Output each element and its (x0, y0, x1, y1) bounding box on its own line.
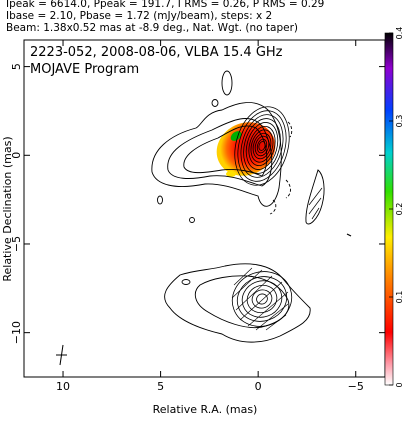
y-tick-label: −10 (10, 321, 23, 344)
x-tick-label: 0 (255, 380, 262, 393)
negative-contour-2 (285, 179, 291, 199)
polarization-edge-2 (226, 171, 236, 177)
x-axis: 10 5 0 −5 (56, 40, 364, 393)
y-tick-label: −5 (10, 236, 23, 252)
header-line-3: Beam: 1.38x0.52 mas at -8.9 deg., Nat. W… (6, 22, 299, 34)
south-hatch (231, 267, 289, 331)
colorbar-ticks: 0 0.1 0.2 0.3 0.4 (389, 27, 404, 388)
y-tick-label: 5 (10, 63, 23, 70)
beam-marker (56, 344, 67, 366)
negative-contour-1 (287, 121, 293, 138)
south-lobe-contours (231, 271, 293, 327)
x-tick-label: −5 (348, 380, 364, 393)
colorbar-tick-label: 0.3 (395, 115, 404, 128)
negative-contour-3 (269, 199, 277, 215)
header-line-1: Ipeak = 6614.0, Ppeak = 191.7, I RMS = 0… (6, 0, 325, 10)
colorbar-tick-label: 0.4 (395, 27, 404, 40)
plot-frame (23, 39, 386, 378)
contour-island-1 (221, 70, 233, 96)
contour-filament (305, 169, 325, 225)
x-axis-label: Relative R.A. (mas) (153, 403, 258, 416)
contour-island-3 (157, 195, 163, 205)
colorbar-tick-label: 0 (395, 382, 404, 387)
plot-title: 2223-052, 2008-08-06, VLBA 15.4 GHz (30, 45, 283, 60)
y-axis: −10 −5 0 5 (10, 63, 385, 344)
x-tick-label: 5 (157, 380, 164, 393)
colorbar-tick-label: 0.1 (395, 291, 404, 304)
south-outer-contour (164, 263, 311, 343)
jet-outer-contour (151, 102, 282, 207)
core-contours (234, 106, 290, 186)
colorbar-tick-label: 0.2 (395, 203, 404, 216)
plot-subtitle: MOJAVE Program (30, 62, 139, 77)
jet-contour-2 (167, 118, 273, 187)
contour-map (56, 70, 352, 366)
contour-island-2 (211, 99, 219, 107)
y-axis-label: Relative Declination (mas) (1, 136, 14, 281)
contour-filament-hatch (308, 187, 323, 220)
tiny-mark (346, 233, 352, 237)
contour-island-4 (189, 217, 195, 223)
header-line-2: Ibase = 2.10, Pbase = 1.72 (mJy/beam), s… (6, 10, 273, 22)
y-tick-label: 0 (10, 152, 23, 159)
x-tick-label: 10 (56, 380, 70, 393)
south-island (181, 279, 191, 285)
